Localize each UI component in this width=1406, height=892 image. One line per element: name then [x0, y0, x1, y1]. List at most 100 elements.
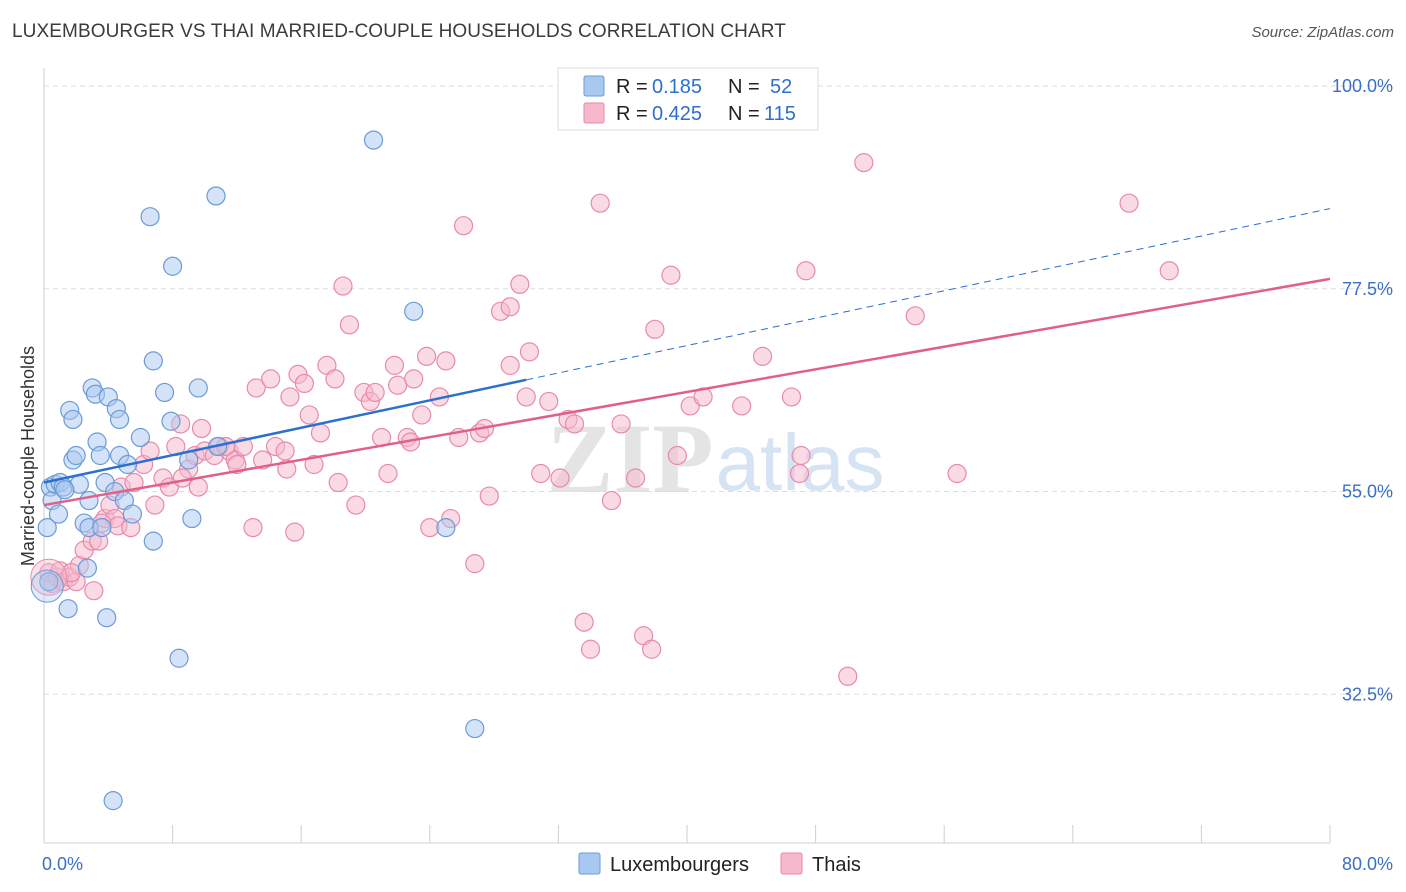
chart-title: LUXEMBOURGER VS THAI MARRIED-COUPLE HOUS… [12, 21, 786, 42]
thais-point [299, 405, 319, 425]
luxembourgers-point [55, 480, 75, 500]
luxembourgers-point [130, 427, 151, 448]
thais-point [642, 639, 662, 659]
thais-point [1119, 193, 1139, 213]
y-tick-label: 32.5% [1342, 684, 1393, 704]
thais-point [378, 463, 398, 484]
bottom-swatch-luxembourgers [578, 852, 601, 875]
luxembourgers-point [143, 531, 163, 551]
thais-point [838, 666, 858, 686]
source-credit: Source: ZipAtlas.com [1251, 24, 1394, 41]
legend-r-label-2: R = [616, 103, 648, 125]
x-tick-label-min: 0.0% [42, 854, 83, 874]
thais-point [854, 153, 874, 173]
thais-point [310, 423, 331, 443]
thais-point [661, 265, 681, 285]
luxembourgers-point [109, 409, 130, 430]
thais-point [285, 522, 305, 542]
thais-point [124, 472, 144, 493]
thais-point [246, 378, 266, 398]
thais-point [453, 216, 474, 236]
luxembourgers-point [436, 517, 456, 538]
thais-point [328, 472, 348, 493]
thais-point [325, 369, 345, 389]
thais-point [304, 454, 324, 475]
y-tick-label: 100.0% [1332, 76, 1393, 96]
thais-point [465, 554, 485, 574]
x-ticks [43, 825, 1331, 843]
trend-lines [43, 208, 1331, 507]
luxembourgers-point [404, 301, 424, 321]
luxembourgers-point [161, 411, 181, 431]
legend-n-label-1: N = [728, 76, 760, 98]
thais-point [796, 261, 816, 281]
thais-point [191, 418, 212, 439]
thais-point [539, 391, 559, 412]
thais-point [500, 355, 520, 375]
bottom-legend-thais: Thais [812, 854, 861, 876]
thais-point [625, 468, 646, 488]
y-tick-labels: 32.5% 55.0% 77.5% 100.0% [1332, 76, 1393, 704]
luxembourgers-point [97, 608, 117, 628]
thais-point [404, 369, 424, 389]
legend-r-label-1: R = [616, 76, 648, 98]
thais-point [346, 495, 366, 515]
legend-r-value-1: 0.185 [652, 76, 702, 98]
thais-point [365, 382, 385, 403]
thais-point [752, 346, 773, 366]
thais-point [791, 445, 811, 466]
thais-point [479, 486, 499, 506]
luxembourgers-point [66, 445, 86, 466]
luxembourgers-point [206, 186, 226, 206]
series-legend: Luxembourgers Thais [578, 852, 861, 876]
y-axis-title: Married-couple Households [18, 346, 38, 566]
thais-point [564, 414, 585, 434]
thais-point [550, 468, 570, 488]
thais-point [388, 375, 408, 395]
thais-point [947, 463, 967, 484]
luxembourgers-point [77, 558, 98, 578]
thais-point [516, 387, 536, 407]
luxembourgers-point [48, 504, 69, 524]
thais-point [905, 306, 925, 326]
thais-point [645, 319, 665, 339]
thais-point [519, 342, 540, 362]
luxembourgers-points [30, 130, 485, 811]
thais-point [500, 297, 520, 317]
thais-point [781, 387, 802, 407]
thais-point [531, 463, 551, 484]
luxembourgers-point [182, 508, 202, 529]
thais-point [580, 639, 601, 659]
legend-n-value-1: 52 [770, 76, 792, 98]
thais-point [789, 463, 810, 484]
luxembourgers-point [30, 569, 64, 603]
bottom-swatch-thais [780, 852, 803, 875]
thais-point [416, 346, 437, 366]
thais-point [188, 477, 208, 497]
luxembourgers-point [79, 490, 99, 511]
thais-point [172, 468, 192, 488]
luxembourgers-point [163, 256, 183, 276]
thais-point [145, 495, 165, 515]
legend-r-value-2: 0.425 [652, 103, 702, 125]
luxembourgers-point [63, 409, 83, 430]
thais-point [1159, 261, 1179, 281]
thais-point [601, 490, 622, 511]
thais-point [294, 373, 315, 394]
thais-point [574, 612, 594, 632]
luxembourgers-point [103, 791, 123, 811]
legend-swatch-luxembourgers [583, 75, 605, 97]
thais-point [384, 355, 405, 375]
thais-point [84, 581, 104, 601]
thais-point [420, 517, 440, 538]
thais-point [436, 351, 456, 371]
luxembourgers-point [465, 718, 485, 739]
thais-point [243, 517, 263, 538]
luxembourgers-point [37, 517, 57, 538]
correlation-legend: R = 0.185 N = 52 R = 0.425 N = 115 [557, 67, 819, 131]
luxembourgers-point [39, 572, 59, 592]
thais-point [333, 276, 353, 296]
luxembourgers-point [363, 130, 384, 150]
luxembourgers-trend-extension [526, 208, 1331, 381]
